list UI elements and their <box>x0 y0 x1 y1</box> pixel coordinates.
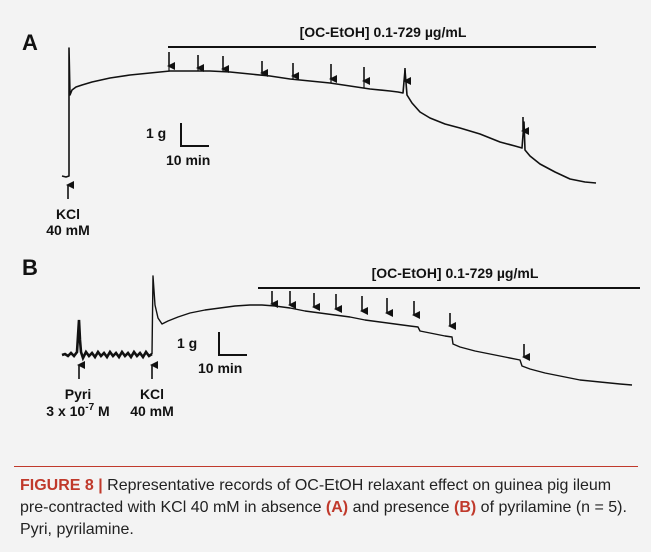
figure-caption: FIGURE 8 | Representative records of OC-… <box>20 475 635 541</box>
panel-a-scale-x: 10 min <box>166 152 210 168</box>
caption-figure-label: FIGURE 8 | <box>20 477 103 494</box>
panel-a-trace <box>61 47 597 184</box>
panel-a-dose-arrows <box>167 52 529 135</box>
panel-a-kcl-label-1: KCl <box>56 206 80 222</box>
panel-b-letter: B <box>22 255 38 280</box>
panel-b-dose-arrows <box>270 291 530 361</box>
panel-b-scale-bar: 1 g 10 min <box>177 332 247 376</box>
panel-b-scale-y: 1 g <box>177 335 197 351</box>
figure-traces: A [OC-EtOH] 0.1-729 µg/mL <box>22 24 640 419</box>
caption-b-ref: (B) <box>454 499 477 516</box>
caption-divider <box>14 466 638 467</box>
panel-b-trace <box>151 275 633 386</box>
panel-b-pyri-label-2: 3 x 10-7 M <box>46 402 109 419</box>
caption-a-ref: (A) <box>325 499 349 516</box>
panel-a-scale-bar: 1 g 10 min <box>146 123 210 168</box>
panel-a-scale-y: 1 g <box>146 125 166 141</box>
panel-b-baseline <box>61 319 153 362</box>
caption-text-3: of pyrilamine (n = 5). Pyri, pyrilamine. <box>20 499 627 538</box>
panel-a-spikes <box>168 66 365 88</box>
panel-b-scale-x: 10 min <box>198 360 242 376</box>
panel-a-letter: A <box>22 30 38 55</box>
caption-text-2: and presence <box>348 499 454 516</box>
panel-b-kcl-label-1: KCl <box>140 386 164 402</box>
panel-b-kcl-label-2: 40 mM <box>130 403 174 419</box>
panel-b-pyri-label-1: Pyri <box>65 386 91 402</box>
panel-b-treatment-label: [OC-EtOH] 0.1-729 µg/mL <box>372 265 539 281</box>
caption-text-1: Representative records of OC-EtOH relaxa… <box>20 477 612 516</box>
panel-a-treatment-label: [OC-EtOH] 0.1-729 µg/mL <box>300 24 467 40</box>
panel-a-kcl-label-2: 40 mM <box>46 222 90 238</box>
